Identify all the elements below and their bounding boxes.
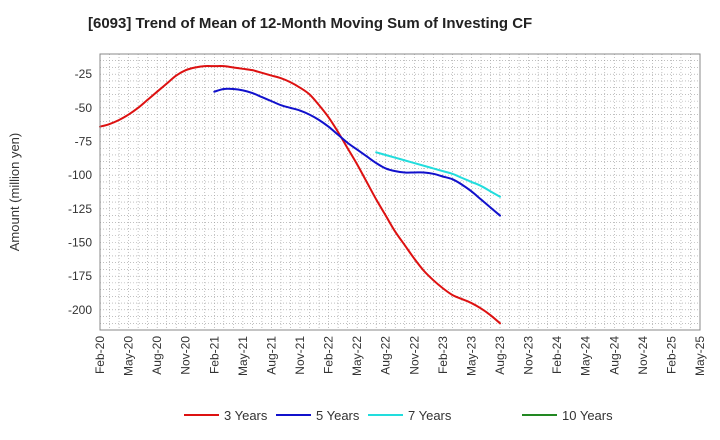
x-tick-labels: Feb-20 May-20 Aug-20 Nov-20 Feb-21 May-21 Aug-… bbox=[93, 336, 707, 376]
plot-border bbox=[99, 53, 701, 331]
x-tick-label: Nov-21 bbox=[293, 336, 307, 375]
x-tick-label: Nov-22 bbox=[407, 336, 421, 375]
x-tick-label: May-22 bbox=[350, 336, 364, 376]
x-tick-label: Feb-20 bbox=[93, 336, 107, 374]
legend-label-10-years: 10 Years bbox=[562, 408, 613, 423]
y-tick-label: -175 bbox=[68, 269, 92, 283]
legend-label-3-years: 3 Years bbox=[224, 408, 268, 423]
y-tick-labels: -25 -50 -75 -100 -125 -150 -175 -200 bbox=[68, 67, 92, 317]
x-tick-label: Nov-20 bbox=[179, 336, 193, 375]
x-tick-label: Feb-22 bbox=[322, 336, 336, 374]
chart-title: [6093] Trend of Mean of 12-Month Moving … bbox=[88, 15, 533, 32]
legend-label-7-years: 7 Years bbox=[408, 408, 452, 423]
y-tick-label: -75 bbox=[75, 135, 93, 149]
x-tick-label: May-24 bbox=[579, 336, 593, 376]
x-tick-label: May-23 bbox=[464, 336, 478, 376]
x-tick-label: Nov-24 bbox=[636, 336, 650, 375]
x-tick-label: Aug-21 bbox=[264, 336, 278, 375]
series-line-3-years bbox=[99, 65, 501, 325]
x-tick-label: May-25 bbox=[693, 336, 707, 376]
x-tick-label: Feb-24 bbox=[550, 336, 564, 374]
x-tick-label: Feb-25 bbox=[664, 336, 678, 374]
grid-lines bbox=[100, 53, 700, 330]
x-tick-label: Feb-23 bbox=[436, 336, 450, 374]
plot-area bbox=[100, 54, 700, 330]
series-line-5-years bbox=[213, 87, 501, 217]
x-tick-label: Aug-24 bbox=[607, 336, 621, 375]
x-tick-label: Aug-20 bbox=[150, 336, 164, 375]
y-tick-label: -100 bbox=[68, 168, 92, 182]
x-tick-label: May-21 bbox=[236, 336, 250, 376]
x-tick-label: May-20 bbox=[122, 336, 136, 376]
y-tick-label: -150 bbox=[68, 235, 92, 249]
y-tick-label: -25 bbox=[75, 67, 93, 81]
legend-label-5-years: 5 Years bbox=[316, 408, 360, 423]
series-line-7-years bbox=[375, 151, 501, 198]
series-lines bbox=[99, 65, 501, 325]
x-tick-label: Aug-23 bbox=[493, 336, 507, 375]
y-axis-label: Amount (million yen) bbox=[7, 133, 22, 252]
y-tick-label: -125 bbox=[68, 202, 92, 216]
x-tick-label: Aug-22 bbox=[379, 336, 393, 375]
x-tick-label: Feb-21 bbox=[207, 336, 221, 374]
y-tick-label: -50 bbox=[75, 101, 93, 115]
y-tick-label: -200 bbox=[68, 303, 92, 317]
x-tick-label: Nov-23 bbox=[522, 336, 536, 375]
legend: 3 Years 5 Years 7 Years 10 Years bbox=[184, 408, 613, 423]
